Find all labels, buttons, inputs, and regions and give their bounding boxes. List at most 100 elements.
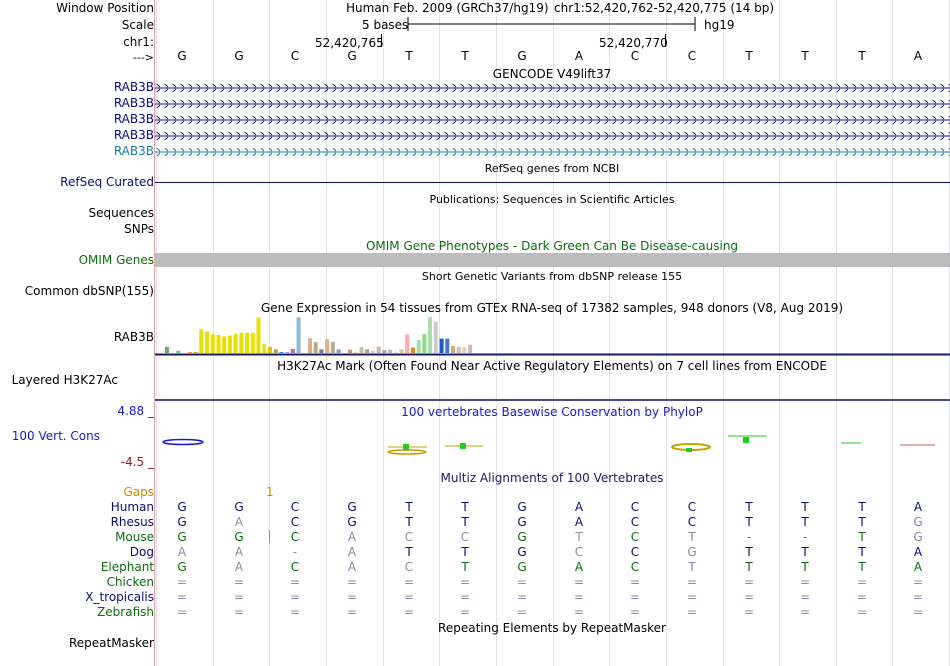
- alignment-base: T: [405, 545, 413, 559]
- gtex-chart[interactable]: [155, 315, 950, 357]
- gencode-gene-label[interactable]: RAB3B: [113, 80, 154, 94]
- gencode-gene-label[interactable]: RAB3B: [113, 96, 154, 110]
- gtex-tissue-bar[interactable]: [210, 334, 215, 353]
- omim-gene-bar[interactable]: [155, 253, 950, 267]
- gtex-tissue-bar[interactable]: [279, 352, 284, 353]
- gtex-tissue-bar[interactable]: [411, 347, 415, 353]
- gtex-tissue-bar[interactable]: [187, 352, 192, 353]
- phylop-track-label[interactable]: 100 Vert. Cons: [11, 429, 100, 443]
- gtex-tissue-bar[interactable]: [359, 347, 364, 353]
- refseq-label[interactable]: RefSeq Curated: [60, 175, 154, 189]
- alignment-base: C: [290, 500, 300, 514]
- alignment-base: =: [573, 575, 585, 589]
- gtex-tissue-bar[interactable]: [365, 349, 370, 353]
- gtex-tissue-bar[interactable]: [428, 317, 433, 353]
- gtex-tissue-bar[interactable]: [376, 346, 381, 354]
- gencode-gene-label[interactable]: RAB3B: [113, 144, 154, 158]
- species-label-xtropicalis[interactable]: X_tropicalis: [85, 590, 154, 604]
- gtex-tissue-bar[interactable]: [468, 344, 473, 353]
- coord-tick-mark: [381, 34, 382, 47]
- gtex-tissue-bar[interactable]: [399, 349, 404, 353]
- gtex-tissue-bar[interactable]: [262, 343, 267, 353]
- gtex-tissue-bar[interactable]: [268, 346, 272, 353]
- gtex-tissue-bar[interactable]: [433, 321, 438, 353]
- gtex-tissue-bar[interactable]: [416, 340, 421, 353]
- gtex-tissue-bar[interactable]: [227, 335, 232, 353]
- gtex-tissue-bar[interactable]: [290, 349, 295, 353]
- gtex-tissue-bar[interactable]: [222, 336, 227, 353]
- alignment-base: C: [404, 530, 414, 544]
- gtex-tissue-bar[interactable]: [165, 346, 169, 353]
- multiz-title: Multiz Alignments of 100 Vertebrates: [440, 471, 664, 485]
- snps-label[interactable]: SNPs: [124, 222, 154, 236]
- species-label-zebrafish[interactable]: Zebrafish: [97, 605, 154, 619]
- species-label-dog[interactable]: Dog: [129, 545, 154, 559]
- species-label-chicken[interactable]: Chicken: [106, 575, 154, 589]
- refseq-transcript-line[interactable]: [155, 182, 950, 183]
- gtex-tissue-bar[interactable]: [205, 331, 209, 353]
- gencode-transcripts[interactable]: [155, 80, 950, 160]
- alignment-base: T: [745, 560, 753, 574]
- gtex-tissue-bar[interactable]: [439, 338, 444, 353]
- species-label-rhesus[interactable]: Rhesus: [110, 515, 154, 529]
- transcript-line[interactable]: [155, 132, 950, 140]
- gtex-tissue-bar[interactable]: [285, 351, 290, 353]
- sequences-label[interactable]: Sequences: [88, 206, 154, 220]
- gtex-tissue-bar[interactable]: [250, 332, 255, 353]
- transcript-line[interactable]: [155, 84, 950, 92]
- alignment-base: A: [234, 515, 244, 529]
- alignment-base: T: [461, 545, 469, 559]
- species-label-mouse[interactable]: Mouse: [115, 530, 154, 544]
- gtex-tissue-bar[interactable]: [370, 350, 375, 353]
- repeatmasker-label[interactable]: RepeatMasker: [68, 636, 154, 650]
- transcript-line[interactable]: [155, 100, 950, 108]
- gtex-tissue-bar[interactable]: [388, 349, 393, 353]
- gtex-tissue-bar[interactable]: [308, 338, 312, 353]
- phylop-chart[interactable]: [155, 430, 950, 458]
- gtex-tissue-bar[interactable]: [330, 341, 335, 353]
- base-letter: A: [913, 49, 923, 63]
- gtex-tissue-bar[interactable]: [456, 346, 461, 353]
- transcript-line[interactable]: [155, 116, 950, 124]
- species-label-elephant[interactable]: Elephant: [100, 560, 154, 574]
- gtex-tissue-bar[interactable]: [176, 350, 181, 353]
- gtex-tissue-bar[interactable]: [296, 317, 301, 353]
- alignment-base: T: [461, 500, 469, 514]
- gtex-tissue-bar[interactable]: [216, 335, 221, 353]
- species-label-human[interactable]: Human: [110, 500, 154, 514]
- gencode-gene-label[interactable]: RAB3B: [113, 128, 154, 142]
- gtex-tissue-bar[interactable]: [325, 339, 330, 353]
- alignment-base: =: [629, 575, 641, 589]
- alignment-base: C: [630, 530, 640, 544]
- gtex-tissue-bar[interactable]: [405, 334, 410, 353]
- omim-label[interactable]: OMIM Genes: [78, 253, 154, 267]
- gtex-tissue-bar[interactable]: [239, 332, 244, 353]
- gtex-gene-label[interactable]: RAB3B: [113, 330, 154, 344]
- gtex-tissue-bar[interactable]: [462, 347, 467, 353]
- gencode-gene-label[interactable]: RAB3B: [113, 112, 154, 126]
- track-image[interactable]: Human Feb. 2009 (GRCh37/hg19) chr1:52,42…: [155, 0, 950, 666]
- gtex-tissue-bar[interactable]: [199, 329, 204, 353]
- gtex-tissue-bar[interactable]: [422, 333, 427, 353]
- gtex-tissue-bar[interactable]: [451, 345, 455, 353]
- gtex-tissue-bar[interactable]: [445, 338, 450, 353]
- common-dbsnp-label[interactable]: Common dbSNP(155): [24, 284, 154, 298]
- transcript-line[interactable]: [155, 148, 950, 156]
- gtex-tissue-bar[interactable]: [382, 350, 387, 353]
- gtex-tissue-bar[interactable]: [273, 349, 278, 353]
- gtex-tissue-bar[interactable]: [348, 349, 352, 353]
- alignment-base: =: [856, 590, 868, 604]
- gtex-tissue-bar[interactable]: [336, 349, 341, 353]
- gtex-tissue-bar[interactable]: [353, 352, 358, 353]
- gtex-tissue-bar[interactable]: [393, 351, 398, 353]
- gtex-tissue-bar[interactable]: [256, 317, 261, 353]
- alignment-base: A: [234, 560, 244, 574]
- gtex-tissue-bar[interactable]: [245, 332, 250, 353]
- gtex-tissue-bar[interactable]: [319, 349, 324, 353]
- h3k27ac-signal[interactable]: [155, 399, 950, 401]
- gtex-tissue-bar[interactable]: [313, 342, 318, 353]
- h3k27ac-label[interactable]: Layered H3K27Ac: [11, 373, 118, 387]
- alignment-base: T: [405, 500, 413, 514]
- gtex-tissue-bar[interactable]: [193, 351, 198, 353]
- gtex-tissue-bar[interactable]: [233, 333, 238, 353]
